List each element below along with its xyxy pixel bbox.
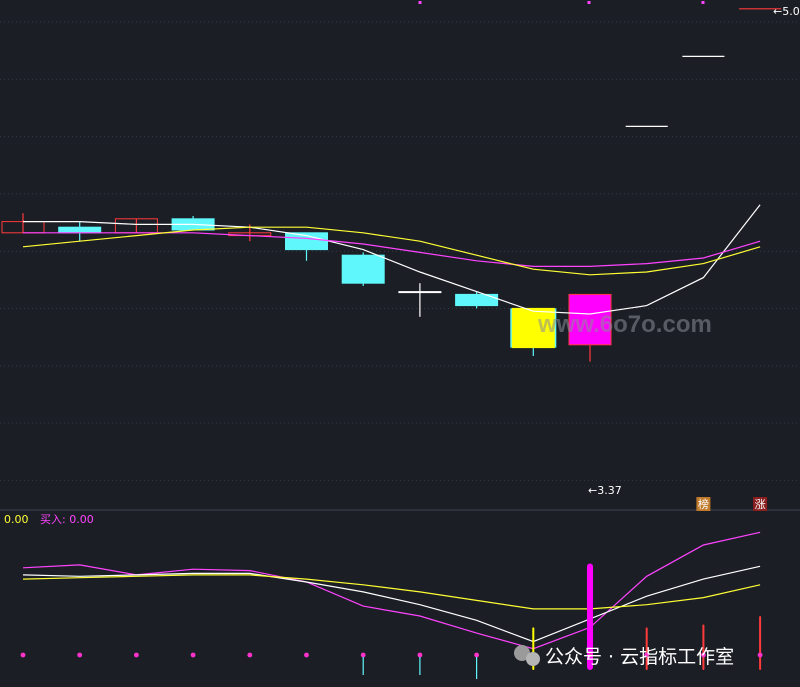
ma-line (23, 204, 761, 315)
top-mark (418, 1, 422, 4)
indicator-bar (587, 563, 593, 670)
legend-entry: 0.00 (4, 513, 29, 526)
marker-badge (753, 497, 768, 511)
indicator-dot (701, 652, 706, 658)
candle-body (398, 291, 442, 294)
low-price-label: ←3.37 (588, 484, 622, 497)
marker-label: 涨 (755, 498, 766, 511)
indicator-panel: 0.00 买入: 0.00 (4, 513, 763, 679)
indicator-bar (759, 616, 762, 670)
indicator-dot (190, 652, 196, 658)
indicator-dot (587, 652, 593, 658)
indicator-line (22, 574, 761, 610)
indicator-dot (247, 652, 253, 658)
marker-label: 榜 (698, 497, 709, 511)
indicator-dot (644, 652, 650, 658)
wechat-icon (514, 645, 540, 666)
candle-body (568, 293, 612, 346)
indicator-line (22, 565, 761, 643)
candle-body (455, 293, 499, 307)
indicator-dot (134, 652, 139, 658)
indicator-dot (474, 652, 479, 658)
indicator-bar (645, 627, 648, 670)
grid (0, 21, 800, 511)
indicator-dot (360, 652, 366, 658)
ma-line (22, 226, 761, 276)
marker-badge (696, 497, 711, 511)
price-annotations: ←5.07 ←3.37 榜 涨 (588, 5, 800, 511)
moving-average-lines (22, 204, 761, 315)
indicator-dot (304, 652, 309, 658)
candle-body (511, 307, 555, 349)
footer-source: 公众号 · 云指标工作室 (545, 646, 734, 668)
indicator-line (22, 531, 761, 650)
top-marks (418, 1, 705, 4)
indicator-bar (702, 624, 705, 670)
legend-entry: 买入: 0.00 (40, 513, 94, 526)
indicator-dot (757, 652, 763, 658)
top-mark (701, 1, 705, 4)
high-price-label: ←5.07 (773, 5, 800, 18)
watermark-text: www.6o7o.com (537, 311, 712, 338)
ma-line (23, 232, 761, 267)
top-mark (587, 1, 591, 4)
indicator-dot (77, 652, 83, 658)
indicator-dot (20, 652, 26, 658)
candle-body (58, 226, 102, 234)
indicator-dot (417, 652, 423, 658)
candle-body (341, 254, 385, 284)
